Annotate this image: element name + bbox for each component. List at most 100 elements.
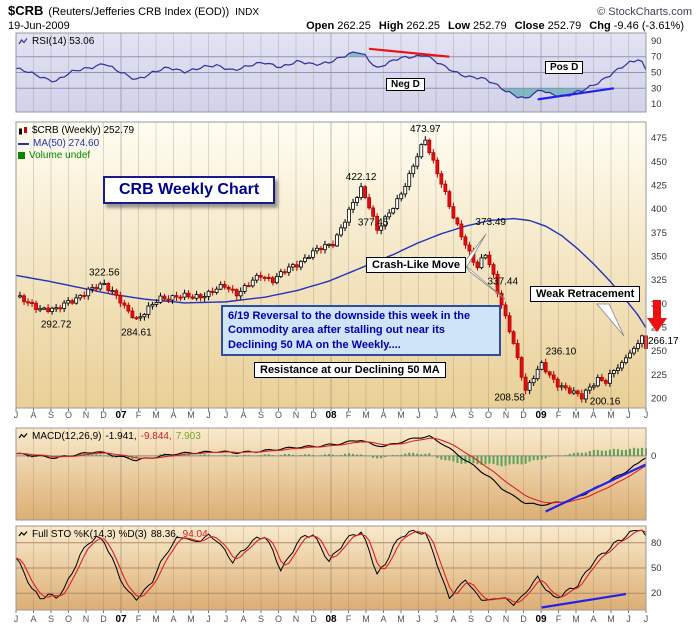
- candlestick-icon: [19, 126, 27, 134]
- svg-text:A: A: [170, 614, 176, 624]
- svg-text:F: F: [346, 614, 352, 624]
- rsi-title: RSI(14) 53.06: [32, 36, 95, 47]
- svg-text:O: O: [275, 614, 282, 624]
- svg-text:473.97: 473.97: [410, 124, 441, 135]
- svg-text:M: M: [152, 410, 160, 420]
- svg-text:325: 325: [651, 275, 667, 286]
- crash-box: Crash-Like Move: [366, 257, 467, 273]
- svg-text:50: 50: [651, 68, 662, 79]
- svg-text:30: 30: [651, 83, 662, 94]
- svg-text:208.58: 208.58: [494, 392, 525, 403]
- svg-text:J: J: [416, 614, 421, 624]
- svg-text:J: J: [434, 614, 439, 624]
- svg-text:A: A: [450, 410, 456, 420]
- price-label: $CRB (Weekly) 252.79: [18, 125, 134, 136]
- svg-text:J: J: [416, 410, 421, 420]
- commentary-box: 6/19 Reversal to the downside this week …: [221, 305, 501, 356]
- svg-text:400: 400: [651, 204, 667, 215]
- volume-legend: Volume undef: [18, 150, 90, 161]
- svg-text:D: D: [520, 410, 527, 420]
- volume-label: Volume undef: [29, 150, 91, 161]
- svg-text:J: J: [224, 614, 229, 624]
- svg-text:A: A: [590, 614, 596, 624]
- panel-backgrounds: [16, 33, 646, 610]
- svg-text:M: M: [362, 410, 370, 420]
- svg-text:377.45: 377.45: [358, 217, 389, 228]
- chart-date: 19-Jun-2009: [8, 19, 70, 32]
- svg-text:S: S: [468, 614, 474, 624]
- svg-text:N: N: [293, 614, 300, 624]
- svg-text:M: M: [152, 614, 160, 624]
- copyright-link[interactable]: © StockCharts.com: [597, 6, 692, 18]
- svg-text:N: N: [503, 614, 510, 624]
- svg-text:N: N: [83, 410, 90, 420]
- svg-text:375: 375: [651, 228, 667, 239]
- svg-text:225: 225: [651, 370, 667, 381]
- sto-k-value: 88.36,: [150, 529, 179, 540]
- svg-text:10: 10: [651, 99, 662, 110]
- chart-header: $CRB (Reuters/Jefferies CRB Index (EOD))…: [8, 3, 692, 34]
- rsi-label: RSI(14) 53.06: [18, 36, 94, 47]
- volume-swatch: [18, 152, 25, 159]
- svg-text:A: A: [240, 410, 246, 420]
- svg-text:A: A: [30, 614, 36, 624]
- svg-text:M: M: [187, 614, 195, 624]
- svg-text:J: J: [644, 410, 649, 420]
- svg-text:A: A: [30, 410, 36, 420]
- svg-text:N: N: [83, 614, 90, 624]
- svg-text:284.61: 284.61: [121, 327, 152, 338]
- svg-text:475: 475: [651, 133, 667, 144]
- svg-text:250: 250: [651, 346, 667, 357]
- quote-label: High: [378, 19, 404, 32]
- svg-text:292.72: 292.72: [41, 320, 72, 331]
- svg-text:M: M: [187, 410, 195, 420]
- weak-box: Weak Retracement: [530, 286, 641, 302]
- rsi-panel: 90 70 50 30 10: [15, 32, 662, 113]
- svg-text:M: M: [362, 614, 370, 624]
- svg-text:422.12: 422.12: [346, 172, 377, 183]
- svg-text:A: A: [240, 614, 246, 624]
- macd-value: -1.941,: [105, 431, 137, 442]
- svg-text:S: S: [258, 410, 264, 420]
- svg-text:322.56: 322.56: [89, 267, 120, 278]
- sto-title: Full STO %K(14,3) %D(3): [32, 529, 147, 540]
- svg-text:N: N: [293, 410, 300, 420]
- svg-text:90: 90: [651, 36, 662, 47]
- svg-text:J: J: [626, 614, 631, 624]
- svg-text:D: D: [520, 614, 527, 624]
- svg-text:S: S: [48, 410, 54, 420]
- svg-text:D: D: [310, 614, 317, 624]
- svg-text:F: F: [136, 410, 142, 420]
- macd-panel: 0: [15, 427, 656, 521]
- svg-text:M: M: [607, 614, 615, 624]
- svg-text:80: 80: [651, 538, 662, 549]
- sto-label: Full STO %K(14,3) %D(3) 88.36, 94.04: [18, 529, 208, 540]
- price-title: $CRB (Weekly) 252.79: [32, 125, 135, 136]
- svg-text:O: O: [275, 410, 282, 420]
- quote-label: Chg: [589, 19, 611, 32]
- sto-d-value: 94.04: [182, 529, 208, 540]
- svg-text:337.44: 337.44: [487, 276, 518, 287]
- svg-text:O: O: [65, 410, 72, 420]
- svg-text:S: S: [48, 614, 54, 624]
- svg-text:M: M: [572, 614, 580, 624]
- svg-text:J: J: [644, 614, 649, 624]
- svg-text:266.17: 266.17: [648, 336, 679, 347]
- header-row-quote: 19-Jun-2009 Open 262.25 High 262.25 Low 252.7…: [8, 20, 692, 34]
- quote-value: -9.46 (-3.61%): [613, 19, 684, 32]
- svg-text:S: S: [258, 614, 264, 624]
- svg-text:O: O: [485, 614, 492, 624]
- svg-text:N: N: [503, 410, 510, 420]
- svg-text:200: 200: [651, 394, 667, 405]
- svg-text:J: J: [434, 410, 439, 420]
- macd-hist-value: 7.903: [175, 431, 201, 442]
- quote-value: 262.25: [337, 19, 371, 32]
- macd-title: MACD(12,26,9): [32, 431, 102, 442]
- chart-title-box: CRB Weekly Chart: [103, 176, 276, 204]
- ma50-legend: MA(50) 274.60: [18, 138, 99, 149]
- svg-text:20: 20: [651, 588, 662, 599]
- macd-label: MACD(12,26,9) -1.941, -9.844, 7.903: [18, 431, 201, 442]
- quote-value: 252.79: [547, 19, 582, 32]
- svg-text:A: A: [590, 410, 596, 420]
- ma50-swatch: [18, 142, 29, 145]
